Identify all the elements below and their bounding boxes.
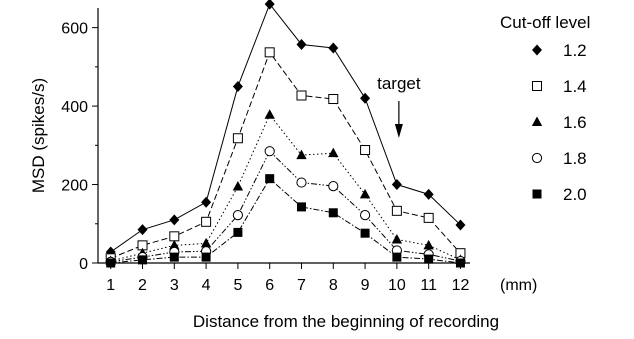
x-tick-label: 5	[233, 277, 242, 294]
point-1-2	[232, 80, 243, 92]
legend-marker-1-2	[532, 44, 542, 56]
x-tick-label: 8	[329, 277, 338, 294]
point-1-4	[328, 94, 339, 105]
x-tick-label: 7	[297, 277, 306, 294]
legend-marker-1-8	[531, 152, 543, 164]
point-1-8	[232, 210, 243, 221]
point-2-0	[360, 228, 370, 238]
point-2-0	[265, 174, 275, 184]
point-1-4	[201, 216, 212, 227]
point-1-6	[232, 181, 244, 191]
point-1-4	[232, 133, 243, 144]
point-2-0	[392, 252, 402, 262]
point-1-2	[137, 224, 148, 236]
y-tick-label: 0	[79, 256, 88, 273]
series-line-1-8	[110, 150, 461, 263]
x-tick-label: 3	[170, 277, 179, 294]
series-line-1-4	[110, 51, 461, 259]
point-1-8	[328, 181, 339, 192]
point-1-6	[391, 233, 403, 244]
target-label: target	[377, 74, 421, 93]
point-1-2	[328, 42, 339, 54]
target-arrow-head	[394, 124, 403, 138]
point-1-6	[328, 147, 339, 158]
point-1-2	[169, 214, 180, 226]
x-unit-label: (mm)	[500, 277, 537, 294]
point-1-2	[455, 219, 466, 231]
legend-label-1-6: 1.6	[563, 113, 587, 132]
point-2-0	[296, 202, 306, 212]
point-2-0	[455, 258, 465, 268]
point-1-2	[423, 188, 434, 200]
point-1-2	[296, 38, 307, 50]
point-1-6	[200, 237, 212, 248]
legend-label-1-8: 1.8	[563, 149, 587, 168]
point-1-8	[359, 210, 371, 221]
point-2-0	[328, 208, 338, 218]
point-1-6	[169, 239, 180, 250]
x-tick-label: 10	[388, 277, 406, 294]
legend-label-1-2: 1.2	[563, 41, 587, 60]
x-axis-title: Distance from the beginning of recording	[193, 312, 499, 331]
point-2-0	[201, 252, 211, 262]
point-1-4	[423, 212, 434, 223]
point-1-4	[391, 205, 402, 216]
y-tick-label: 400	[61, 99, 88, 116]
point-2-0	[169, 252, 179, 262]
x-tick-label: 12	[452, 277, 470, 294]
x-tick-label: 4	[202, 277, 211, 294]
y-axis-title: MSD (spikes/s)	[29, 78, 48, 193]
legend-marker-2-0	[532, 189, 542, 199]
point-1-8	[296, 177, 307, 188]
series-lines	[110, 3, 461, 264]
point-1-4	[360, 145, 371, 156]
axes	[92, 8, 470, 269]
x-tick-label: 1	[106, 277, 115, 294]
x-tick-label: 6	[265, 277, 274, 294]
y-tick-label: 600	[61, 21, 88, 38]
x-tick-label: 2	[138, 277, 147, 294]
point-1-8	[264, 146, 275, 157]
legend-title: Cut-off level	[500, 13, 590, 32]
annotations: target	[377, 74, 421, 138]
point-1-6	[423, 239, 434, 250]
series-line-1-6	[110, 113, 461, 262]
legend-label-1-4: 1.4	[563, 77, 587, 96]
point-2-0	[424, 254, 434, 264]
point-2-0	[233, 227, 243, 237]
point-1-4	[264, 47, 275, 58]
legend-label-2-0: 2.0	[563, 185, 587, 204]
point-1-2	[391, 179, 402, 191]
data-points	[105, 0, 466, 268]
point-1-2	[201, 196, 212, 208]
legend-marker-1-6	[531, 116, 543, 126]
point-1-4	[296, 90, 307, 101]
point-2-0	[106, 258, 116, 268]
legend-marker-1-4	[532, 81, 542, 91]
point-1-6	[359, 188, 371, 199]
series-line-1-2	[110, 3, 461, 253]
point-2-0	[138, 255, 148, 265]
x-tick-label: 11	[420, 277, 437, 294]
point-1-6	[264, 109, 275, 119]
x-tick-label: 9	[361, 277, 370, 294]
point-1-6	[296, 149, 307, 160]
y-tick-label: 200	[61, 178, 88, 195]
point-1-2	[264, 0, 275, 10]
point-1-4	[169, 231, 180, 242]
legend: Cut-off level 1.2 1.4 1.6 1.8 2.0	[500, 13, 590, 204]
series-line-2-0	[110, 177, 461, 264]
point-1-2	[360, 92, 371, 104]
